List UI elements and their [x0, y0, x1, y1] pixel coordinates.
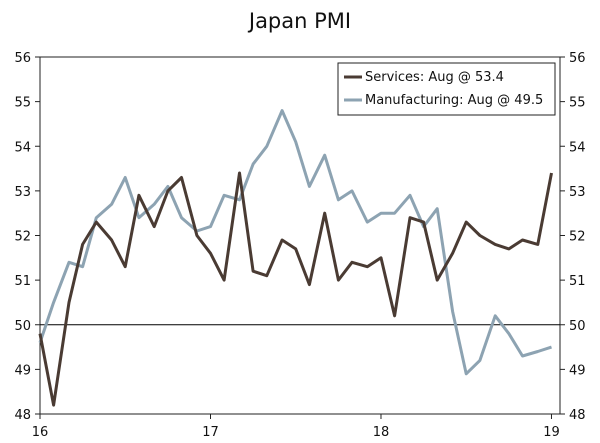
ytick-label-right: 53 — [569, 185, 586, 200]
xtick-label: 18 — [373, 425, 390, 440]
xtick-label: 19 — [543, 425, 560, 440]
ytick-label-right: 56 — [569, 51, 586, 66]
ytick-label-right: 50 — [569, 319, 586, 334]
ytick-label-left: 49 — [14, 363, 31, 378]
series-layer — [38, 109, 553, 407]
ytick-label-left: 56 — [14, 51, 31, 66]
axis-ticks: 48 48 49 49 50 50 51 51 52 52 53 53 54 54 55 55 56 56 16 17… — [14, 51, 585, 440]
ytick-label-right: 54 — [569, 140, 586, 155]
ytick-label-right: 52 — [569, 230, 586, 245]
legend: Services: Aug @ 53.4 Manufacturing: Aug … — [337, 62, 556, 116]
ytick-label-left: 54 — [14, 140, 31, 155]
ytick-label-left: 52 — [14, 230, 31, 245]
ytick-label-left: 55 — [14, 96, 31, 111]
ytick-label-left: 51 — [14, 274, 31, 289]
ytick-label-right: 49 — [569, 363, 586, 378]
ytick-label-right: 55 — [569, 96, 586, 111]
ytick-label-right: 51 — [569, 274, 586, 289]
legend-box — [337, 62, 556, 116]
legend-label-manufacturing: Manufacturing: Aug @ 49.5 — [365, 93, 543, 108]
ytick-label-left: 50 — [14, 319, 31, 334]
series-line-manufacturing — [38, 109, 552, 376]
ytick-label-left: 48 — [14, 408, 31, 423]
series-line-services — [38, 171, 553, 407]
legend-label-services: Services: Aug @ 53.4 — [365, 70, 504, 85]
xtick-label: 16 — [32, 425, 49, 440]
ytick-label-right: 48 — [569, 408, 586, 423]
ytick-label-left: 53 — [14, 185, 31, 200]
chart-title: Japan PMI — [247, 9, 351, 33]
xtick-label: 17 — [202, 425, 219, 440]
